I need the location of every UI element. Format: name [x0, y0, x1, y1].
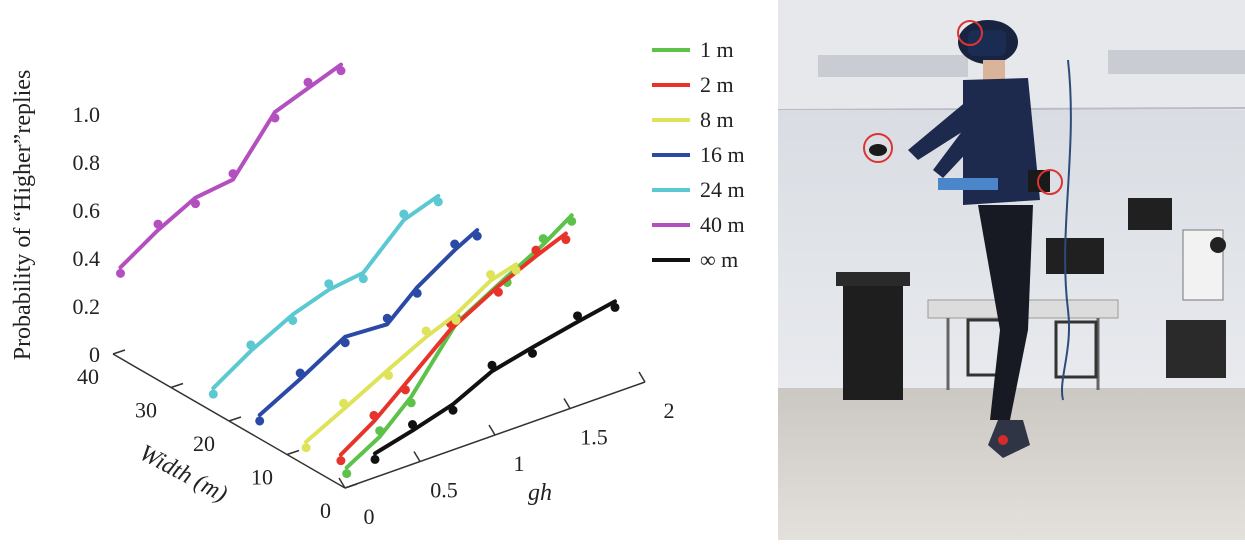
series-line [338, 231, 568, 457]
floor [778, 388, 1245, 540]
legend-label: 1 m [700, 37, 734, 62]
series-line [373, 299, 617, 456]
data-point [400, 385, 410, 395]
data-point [295, 368, 305, 378]
data-point [369, 410, 379, 420]
z-tick-label: 0 [89, 342, 100, 367]
data-point [288, 315, 298, 325]
data-point [116, 268, 125, 278]
data-point [153, 219, 163, 229]
lectern [843, 280, 903, 400]
gh-tick-label: 2 [664, 398, 675, 423]
width-tick-label: 0 [320, 498, 331, 523]
width-tick [228, 416, 242, 422]
legend-label: 40 m [700, 212, 745, 237]
width-tick [286, 449, 300, 456]
data-point [472, 231, 482, 241]
data-point [375, 426, 385, 436]
width-tick-label: 20 [193, 431, 215, 456]
data-point [412, 288, 422, 298]
gh-tick [563, 398, 571, 409]
data-point [487, 360, 497, 370]
series-line [304, 262, 519, 444]
gh-tick [413, 451, 421, 462]
data-point [448, 405, 458, 415]
data-point [528, 348, 537, 358]
data-point [255, 416, 265, 426]
data-point [370, 454, 380, 464]
data-point [301, 443, 311, 453]
data-point [340, 338, 350, 348]
data-point [450, 239, 460, 249]
width-tick [112, 349, 126, 355]
gh-tick-label: 1.5 [580, 425, 608, 450]
chart-3d-lines: 0 0.2 0.4 0.6 0.8 1.0 Probability of “Higher”r… [10, 37, 745, 529]
data-point [270, 113, 280, 123]
z-axis-title: Probability of “Higher”replies [10, 70, 36, 361]
series-line [257, 228, 480, 417]
data-point [573, 311, 582, 321]
data-point [538, 234, 548, 244]
width-tick-label: 30 [135, 398, 157, 423]
gh-tick [488, 424, 496, 436]
data-point [303, 77, 313, 87]
width-axis-title: Width (m) [135, 440, 231, 508]
data-point [561, 235, 571, 245]
vr-jump-photo [777, 0, 1245, 540]
gh-tick [638, 371, 646, 383]
data-point [408, 420, 417, 430]
width-tick-label: 40 [77, 364, 99, 389]
data-point [511, 265, 521, 275]
data-point [421, 326, 431, 336]
ceiling-light [818, 55, 968, 77]
ceiling-light [1108, 50, 1245, 74]
legend-label: 16 m [700, 142, 745, 167]
person-jumping [863, 20, 1063, 458]
data-point [486, 270, 496, 280]
gh-axis-title: gh [528, 480, 552, 506]
z-tick-label: 0.2 [73, 294, 101, 319]
z-tick-label: 0.6 [73, 198, 101, 223]
legend-label: 24 m [700, 177, 745, 202]
data-point [382, 313, 392, 323]
width-tick-label: 10 [251, 465, 273, 490]
series-layer [116, 62, 620, 479]
monitor [1128, 198, 1172, 230]
data-point [246, 340, 256, 350]
data-point [406, 398, 416, 408]
z-tick-label: 0.8 [73, 150, 101, 175]
monitor [1046, 238, 1104, 274]
gh-tick [338, 477, 346, 489]
data-point [451, 315, 461, 325]
legend-label: 8 m [700, 107, 734, 132]
series-line [211, 193, 441, 391]
data-point [208, 389, 218, 399]
data-point [433, 197, 443, 207]
gh-tick-label: 0 [364, 504, 375, 529]
z-tick-label: 0.4 [73, 246, 101, 271]
gh-tick-label: 0.5 [430, 478, 458, 503]
data-point [228, 169, 238, 179]
data-point [336, 456, 346, 466]
legend-label: ∞ m [700, 247, 738, 272]
data-point [493, 287, 503, 297]
data-point [358, 274, 368, 284]
chart-panel: 0 0.2 0.4 0.6 0.8 1.0 Probability of “Higher”r… [10, 37, 745, 529]
width-tick [170, 382, 184, 389]
series-line [118, 62, 343, 270]
data-point [610, 302, 620, 312]
data-point [339, 398, 349, 408]
legend: 1 m 2 m 8 m 16 m 24 m 40 m ∞ m [652, 37, 745, 272]
data-point [342, 469, 352, 479]
z-tick-label: 1.0 [73, 102, 101, 127]
data-point [191, 199, 200, 209]
legend-label: 2 m [700, 72, 734, 97]
data-point [567, 216, 577, 226]
gh-tick-label: 1 [514, 451, 525, 476]
data-point [324, 279, 334, 289]
data-point [399, 209, 409, 219]
data-point [336, 66, 346, 76]
data-point [531, 245, 541, 255]
data-point [384, 370, 394, 380]
